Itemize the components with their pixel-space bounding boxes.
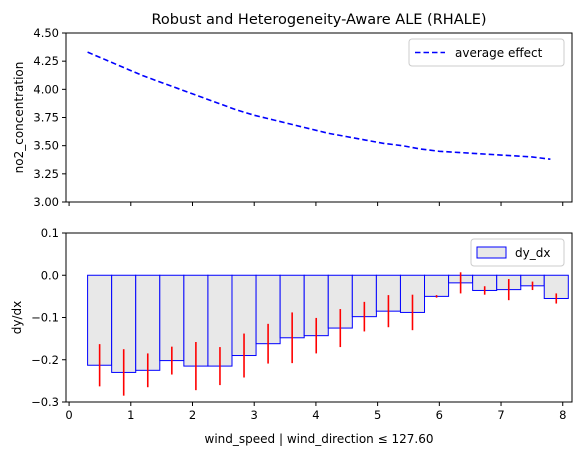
dy-dx-bar — [159, 274, 185, 362]
top-y-tick-label: 3.75 — [33, 111, 59, 125]
top-axes-frame — [65, 32, 573, 203]
bottom-axis-ticks: −0.3 −0.2 −0.1 0.0 0.1 0 1 2 3 4 5 6 7 8 — [31, 226, 566, 422]
bottom-x-tick-label: 2 — [189, 408, 196, 422]
bottom-legend-swatch — [476, 246, 507, 259]
bottom-x-tick-label: 5 — [374, 408, 381, 422]
bottom-plot-area — [87, 272, 569, 396]
top-y-tick-label: 3.25 — [33, 167, 59, 181]
bottom-y-tick-label: 0.0 — [41, 268, 59, 282]
top-legend: average effect — [408, 38, 565, 67]
top-y-tick-label: 4.00 — [33, 82, 59, 96]
bottom-x-tick-label: 0 — [65, 408, 72, 422]
bottom-x-tick-label: 7 — [497, 408, 504, 422]
bottom-legend-label: dy_dx — [515, 246, 550, 260]
top-legend-box — [408, 38, 565, 67]
dy-dx-bar — [424, 274, 450, 297]
top-y-tick-label: 3.00 — [33, 195, 59, 209]
bottom-x-tick-label: 1 — [127, 408, 134, 422]
bottom-y-tick-label: −0.2 — [31, 353, 59, 367]
bottom-legend-box — [470, 238, 565, 267]
bottom-x-tick-label: 8 — [559, 408, 566, 422]
average-effect-line — [87, 51, 551, 160]
top-y-tick-label: 4.50 — [33, 26, 59, 40]
bottom-y-tick-label: −0.1 — [31, 311, 59, 325]
top-plot-area — [87, 51, 551, 160]
bottom-x-tick-label: 4 — [312, 408, 319, 422]
bottom-axes-frame — [65, 232, 573, 403]
top-y-tick-label: 3.50 — [33, 139, 59, 153]
bottom-y-axis-label: dy/dx — [10, 301, 24, 334]
top-chart-title: Robust and Heterogeneity-Aware ALE (RHAL… — [151, 12, 486, 28]
bottom-x-tick-label: 6 — [436, 408, 443, 422]
bottom-y-tick-label: 0.1 — [41, 226, 59, 240]
top-legend-label: average effect — [455, 46, 543, 60]
bottom-x-axis-label: wind_speed | wind_direction ≤ 127.60 — [205, 432, 434, 446]
top-y-tick-label: 4.25 — [33, 54, 59, 68]
bottom-legend: dy_dx — [470, 238, 565, 267]
bottom-panel: −0.3 −0.2 −0.1 0.0 0.1 0 1 2 3 4 5 6 7 8 dy/dx wind_s… — [10, 226, 573, 446]
top-panel: Robust and Heterogeneity-Aware ALE (RHAL… — [12, 12, 573, 209]
top-axis-ticks: 3.00 3.25 3.50 3.75 4.00 4.25 4.50 — [33, 26, 564, 209]
bottom-x-tick-label: 3 — [251, 408, 258, 422]
top-y-axis-label: no2_concentration — [12, 62, 26, 174]
bottom-y-tick-label: −0.3 — [31, 395, 59, 409]
